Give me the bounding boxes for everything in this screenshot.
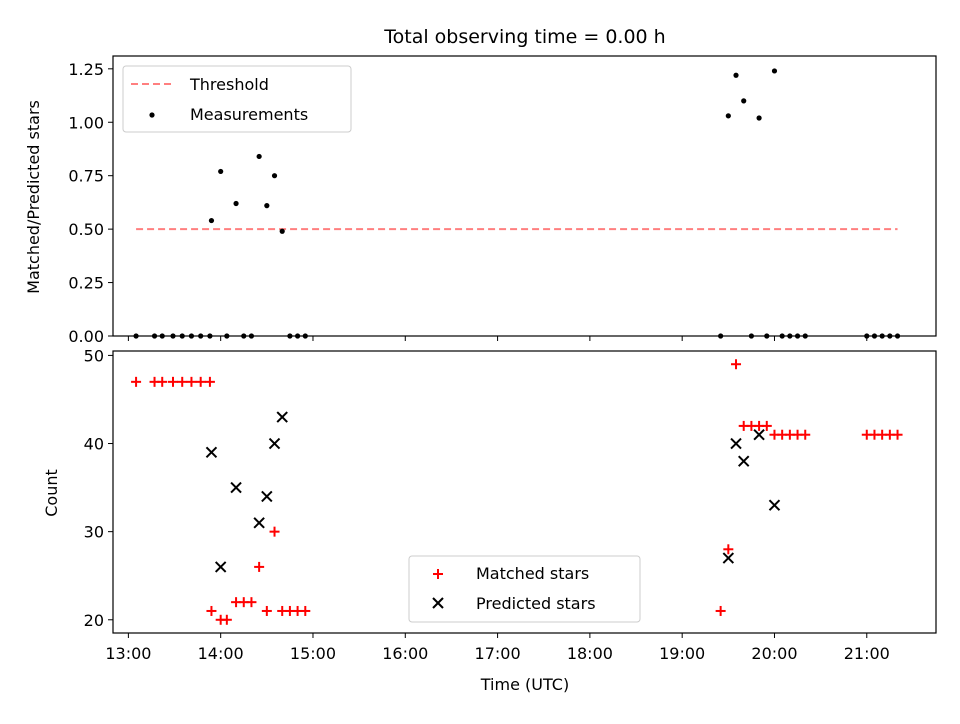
matched-star-point: [254, 561, 265, 572]
matched-star-point: [195, 376, 206, 387]
matched-star-point: [892, 429, 903, 440]
bottom-y-tick-label: 20: [84, 611, 104, 630]
bottom-legend-box: [408, 555, 641, 623]
bottom-x-tick-label: 19:00: [659, 644, 705, 663]
matched-stars-legend-label: Matched stars: [476, 564, 589, 583]
predicted-star-point: [753, 429, 765, 441]
measurement-point: [741, 98, 747, 104]
predicted-star-stroke-b: [768, 499, 781, 511]
measurement-point: [208, 217, 215, 224]
measurements-legend-label: Measurements: [190, 105, 308, 124]
predicted-star-point: [276, 411, 288, 423]
top-y-axis-label: Matched/Predicted stars: [24, 100, 43, 294]
measurement-point: [733, 72, 739, 78]
matched-star-point: [246, 597, 257, 608]
measurement-point: [279, 228, 285, 234]
predicted-star-stroke-b: [230, 481, 242, 494]
predicted-star-point: [268, 437, 281, 450]
bottom-x-tick-label: 18:00: [567, 644, 613, 663]
top-y-tick-label: 0.00: [68, 327, 104, 346]
matched-star-point: [731, 359, 742, 370]
bottom-legend: Matched stars Predicted stars: [408, 555, 641, 623]
top-legend-box: [122, 65, 352, 133]
predicted-star-stroke-b: [205, 446, 218, 459]
measurement-point: [756, 115, 762, 121]
predicted-star-point: [722, 552, 735, 564]
measurement-point: [771, 68, 778, 74]
bottom-x-tick-label: 16:00: [382, 644, 428, 663]
bottom-x-tick-label: 21:00: [844, 644, 890, 663]
matched-star-point: [300, 605, 311, 616]
measurement-point: [264, 203, 270, 209]
measurement-point: [233, 200, 239, 207]
top-y-tick-label: 0.75: [68, 167, 104, 186]
matched-star-point: [206, 605, 217, 616]
matched-star-point: [157, 376, 168, 387]
predicted-star-stroke-b: [253, 517, 265, 529]
bottom-x-tick-label: 15:00: [290, 644, 336, 663]
top-y-tick-label: 0.50: [68, 220, 104, 239]
bottom-x-tick-label: 13:00: [105, 644, 151, 663]
predicted-star-point: [214, 561, 227, 573]
predicted-star-stroke-b: [268, 437, 281, 450]
bottom-x-axis-label: Time (UTC): [480, 675, 569, 694]
bottom-plot-area: [131, 359, 903, 625]
predicted-stars-legend-marker: [432, 597, 444, 609]
measurement-point: [256, 153, 262, 160]
predicted-stars-legend-label: Predicted stars: [476, 594, 596, 613]
predicted-star-point: [261, 490, 273, 503]
predicted-star-stroke-b: [753, 429, 765, 441]
top-y-tick-label: 0.25: [68, 274, 104, 293]
top-y-tick-label: 1.25: [68, 60, 104, 79]
predicted-star-stroke-b: [730, 437, 742, 450]
matched-star-point: [221, 614, 232, 625]
matched-stars-legend-marker: [433, 569, 443, 579]
bottom-y-axis-label: Count: [42, 469, 61, 517]
top-chart-title: Total observing time = 0.00 h: [383, 26, 665, 48]
matched-star-point: [261, 605, 272, 616]
predicted-star-point: [230, 481, 242, 494]
top-legend: Threshold Measurements: [122, 65, 352, 133]
matched-star-point: [800, 429, 811, 440]
bottom-y-tick-label: 30: [84, 523, 104, 542]
predicted-star-stroke-b: [214, 561, 227, 573]
predicted-star-point: [730, 437, 742, 450]
matched-star-point: [761, 420, 772, 431]
top-plot-frame: [112, 55, 937, 337]
top-y-tick-label: 1.00: [68, 113, 104, 132]
matched-star-point: [269, 526, 280, 537]
predicted-star-point: [253, 517, 265, 529]
bottom-x-tick-label: 17:00: [475, 644, 521, 663]
matched-star-point: [167, 376, 178, 387]
bottom-y-tick-label: 40: [84, 435, 104, 454]
matched-star-point: [177, 376, 188, 387]
measurement-point: [725, 113, 731, 119]
measurement-point: [218, 168, 224, 175]
matched-star-point: [723, 544, 734, 555]
threshold-legend-label: Threshold: [189, 75, 269, 94]
predicted-star-stroke-b: [738, 455, 750, 467]
bottom-plot-frame: [112, 350, 937, 634]
predicted-star-stroke-b: [722, 552, 735, 564]
predicted-star-point: [205, 446, 218, 459]
predicted-star-stroke-b: [261, 490, 273, 503]
bottom-y-tick-label: 50: [84, 346, 104, 365]
predicted-star-point: [738, 455, 750, 467]
matched-star-point: [204, 376, 215, 387]
matched-star-point: [186, 376, 197, 387]
predicted-star-point: [768, 499, 781, 511]
bottom-x-tick-label: 14:00: [198, 644, 244, 663]
predicted-star-stroke-b: [276, 411, 288, 423]
measurements-legend-marker: [149, 112, 155, 118]
measurement-point: [271, 173, 278, 179]
matched-star-point: [131, 376, 142, 387]
bottom-x-tick-label: 20:00: [751, 644, 797, 663]
matched-star-point: [715, 605, 726, 616]
